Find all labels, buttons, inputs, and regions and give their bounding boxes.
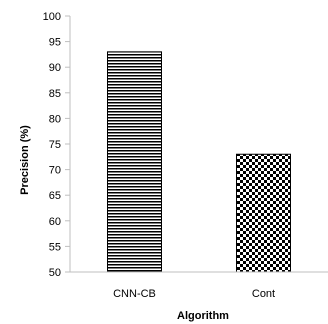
y-tick-label: 75: [49, 139, 61, 151]
x-tick-label: Cont: [252, 288, 275, 300]
y-tick-label: 95: [49, 37, 61, 49]
x-tick-label: CNN-CB: [113, 288, 156, 300]
y-tick-label: 80: [49, 113, 61, 125]
y-axis-title: Precision (%): [19, 125, 31, 195]
x-axis: CNN-CB Cont: [70, 271, 328, 300]
bar-cnn-cb: [107, 51, 162, 273]
x-axis-title: Algorithm: [177, 310, 229, 322]
y-tick-label: 55: [49, 241, 61, 253]
bars: [107, 51, 291, 273]
y-tick-label: 85: [49, 88, 61, 100]
y-axis: 50 55 60 65 70 75 80 85 90 95 100: [43, 11, 71, 279]
bar-cont: [236, 153, 291, 273]
y-tick-label: 70: [49, 165, 61, 177]
y-tick-label: 65: [49, 190, 61, 202]
y-tick-label: 60: [49, 216, 61, 228]
y-tick-label: 50: [49, 267, 61, 279]
y-tick-label: 100: [43, 11, 61, 23]
y-tick-label: 90: [49, 62, 61, 74]
